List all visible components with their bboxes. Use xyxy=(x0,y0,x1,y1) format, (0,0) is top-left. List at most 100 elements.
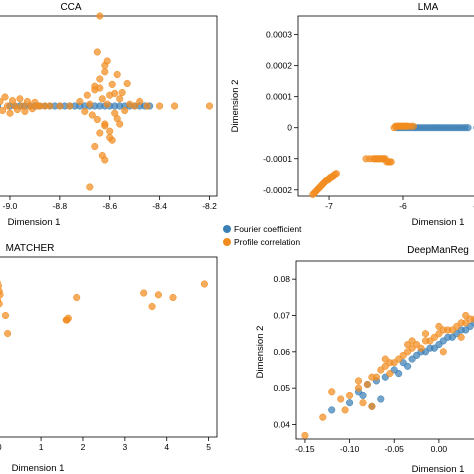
cca-marks xyxy=(0,12,214,191)
cca-point-profile xyxy=(81,107,89,115)
lma-y-tick-label: 0.0003 xyxy=(266,30,292,40)
lma-x-tick-label: -7 xyxy=(325,201,333,211)
cca-point-profile xyxy=(118,88,126,97)
lma-point-profile xyxy=(387,158,395,166)
matcher-point-profile xyxy=(169,293,177,302)
cca-point-profile xyxy=(96,129,104,137)
cca-point-profile xyxy=(3,102,12,110)
matcher-x-axis-label: Dimension 1 xyxy=(12,463,65,474)
cca-point-profile xyxy=(96,12,104,20)
deepmanreg-point-profile xyxy=(404,341,412,349)
deepmanreg-y-tick-label: 0.06 xyxy=(273,347,290,357)
cca-x-tick-label: -8.4 xyxy=(152,201,167,211)
cca-point-profile xyxy=(113,115,121,123)
matcher-x-tick-label: 4 xyxy=(164,442,169,452)
cca-point-profile xyxy=(136,97,144,106)
deepmanreg-marks xyxy=(301,311,474,439)
cca-plot-frame xyxy=(0,15,218,197)
cca-point-profile xyxy=(86,100,94,108)
lma-y-axis-label: Dimension 2 xyxy=(230,80,241,133)
cca-point-profile xyxy=(76,97,84,106)
panel-lma: LMA -7-6-5-0.0002-0.000100.00010.00020.0… xyxy=(230,2,474,228)
deepmanreg-x-tick-label: -0.10 xyxy=(340,444,360,454)
matcher-x-tick-label: 2 xyxy=(81,442,86,452)
lma-x-tick-label: -6 xyxy=(399,201,407,211)
cca-point-profile xyxy=(131,102,139,110)
cca-point-profile xyxy=(101,156,109,164)
deepmanreg-plot-frame xyxy=(295,260,474,440)
deepmanreg-y-tick-label: 0.05 xyxy=(273,383,290,393)
cca-x-axis-label: Dimension 1 xyxy=(8,217,61,228)
deepmanreg-point-profile xyxy=(301,431,309,439)
cca-point-profile xyxy=(103,100,111,108)
deepmanreg-point-profile xyxy=(368,402,376,410)
deepmanreg-point-profile xyxy=(354,377,363,385)
deepmanreg-point-profile xyxy=(341,406,349,414)
matcher-point-profile xyxy=(1,311,10,320)
deepmanreg-point-profile xyxy=(372,373,380,381)
cca-point-profile xyxy=(1,93,9,101)
deepmanreg-point-profile xyxy=(457,333,465,341)
cca-point-profile xyxy=(0,97,4,106)
legend: Fourier coefficient Profile correlation xyxy=(223,224,302,247)
cca-point-profile xyxy=(108,136,116,144)
cca-point-profile xyxy=(101,120,109,128)
cca-point-profile xyxy=(123,79,131,88)
legend-marker-profile xyxy=(223,238,231,246)
lma-marks xyxy=(309,122,474,198)
cca-point-profile xyxy=(121,106,129,115)
cca-title: CCA xyxy=(60,2,81,13)
deepmanreg-point-profile xyxy=(417,344,425,352)
deepmanreg-point-profile xyxy=(439,348,447,356)
cca-point-profile xyxy=(113,70,121,79)
matcher-point-profile xyxy=(154,291,162,299)
cca-point-profile xyxy=(91,142,99,151)
lma-y-tick-label: 0 xyxy=(287,123,292,133)
deepmanreg-point-profile xyxy=(354,384,363,392)
lma-y-tick-label: -0.0002 xyxy=(263,185,292,195)
cca-x-ticks: -9.0 -8.8 -8.6 -8.4 -8.2 xyxy=(3,196,217,211)
deepmanreg-point-fourier xyxy=(346,399,354,407)
lma-y-tick-label: 0.0001 xyxy=(266,92,292,102)
matcher-x-tick-label: 0 xyxy=(0,442,2,452)
deepmanreg-point-profile xyxy=(337,395,345,403)
cca-point-profile xyxy=(0,106,7,115)
cca-point-profile xyxy=(6,109,14,117)
lma-y-tick-label: -0.0001 xyxy=(263,154,292,164)
cca-point-profile xyxy=(66,102,74,110)
matcher-point-profile xyxy=(148,302,156,311)
cca-x-tick-label: -9.0 xyxy=(3,201,18,211)
matcher-point-profile xyxy=(200,280,208,288)
deepmanreg-point-fourier xyxy=(404,362,412,370)
deepmanreg-ticks: -0.15-0.10-0.050.000.050.040.050.060.070… xyxy=(273,274,447,454)
lma-plot-frame xyxy=(297,15,474,197)
cca-x-tick-label: -8.6 xyxy=(102,201,117,211)
cca-point-profile xyxy=(56,102,64,110)
deepmanreg-point-profile xyxy=(421,330,430,338)
deepmanreg-point-fourier xyxy=(430,344,438,352)
cca-point-profile xyxy=(111,89,119,97)
matcher-point-profile xyxy=(0,291,4,299)
cca-point-profile xyxy=(13,106,21,114)
cca-point-profile xyxy=(106,127,114,135)
cca-point-profile xyxy=(205,102,214,110)
deepmanreg-x-axis-label: Dimension 1 xyxy=(412,464,465,474)
cca-point-profile xyxy=(93,115,101,124)
deepmanreg-point-fourier xyxy=(328,406,336,414)
deepmanreg-y-tick-label: 0.08 xyxy=(273,274,290,284)
deepmanreg-point-fourier xyxy=(439,337,447,345)
lma-y-tick-label: 0.0002 xyxy=(266,61,292,71)
cca-point-profile xyxy=(96,75,104,83)
cca-point-profile xyxy=(156,102,164,110)
cca-point-profile xyxy=(116,95,124,103)
cca-point-profile xyxy=(21,107,29,115)
cca-point-profile xyxy=(98,95,106,103)
matcher-marks xyxy=(0,280,208,338)
matcher-plot-frame xyxy=(0,256,218,438)
deepmanreg-point-profile xyxy=(328,388,336,396)
panel-cca: CCA -9.0 -8.8 -8.6 -8.4 -8.2 Dimension 1 xyxy=(0,2,218,228)
legend-label-fourier: Fourier coefficient xyxy=(234,224,302,234)
deepmanreg-point-fourier xyxy=(359,391,367,399)
deepmanreg-point-profile xyxy=(462,311,470,320)
deepmanreg-point-profile xyxy=(363,380,371,389)
